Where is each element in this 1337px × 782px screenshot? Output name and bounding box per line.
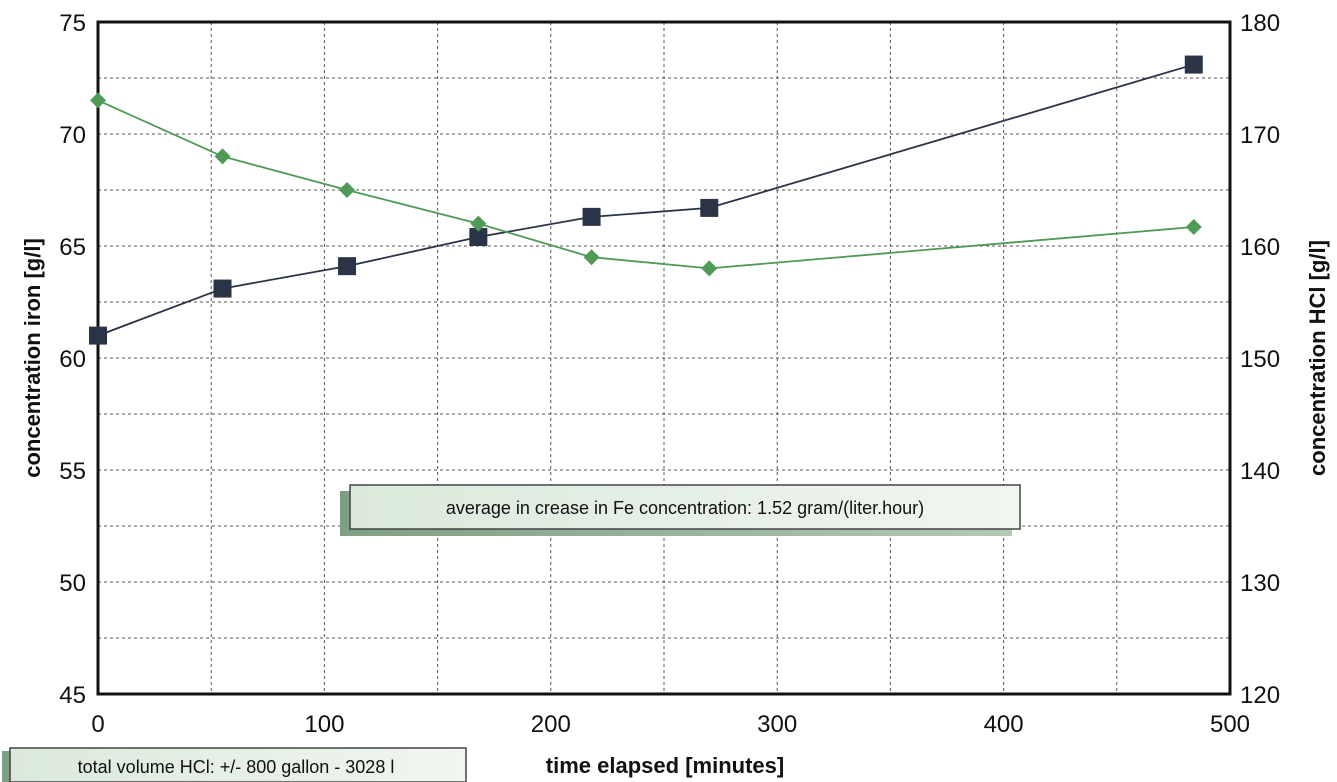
- x-tick-label: 300: [757, 711, 797, 738]
- annotation-total-volume: total volume HCl: +/- 800 gallon - 3028 …: [2, 747, 467, 782]
- y-left-axis-ticks: 45 50 55 60 65 70 75: [59, 10, 86, 709]
- annotation-total-volume-text: total volume HCl: +/- 800 gallon - 3028 …: [78, 757, 395, 777]
- y-right-axis-ticks: 120 130 140 150 160 170 180: [1240, 10, 1280, 709]
- y-left-tick-label: 70: [59, 122, 86, 149]
- annotation-fe-rate-text: average in crease in Fe concentration: 1…: [446, 498, 924, 518]
- y-right-tick-label: 160: [1240, 234, 1280, 261]
- y-right-tick-label: 140: [1240, 458, 1280, 485]
- annotation-total-volume-box: [9, 747, 467, 782]
- hcl-series-line: [97, 99, 1194, 270]
- x-tick-label: 400: [984, 711, 1024, 738]
- iron-series-line: [97, 63, 1195, 337]
- y-right-axis-title: concentration HCl [g/l]: [1305, 240, 1330, 476]
- annotation-fe-rate: average in crease in Fe concentration: 1…: [340, 484, 1021, 536]
- y-right-tick-label: 170: [1240, 122, 1280, 149]
- y-left-tick-label: 75: [59, 10, 86, 37]
- hcl-data-point: [470, 215, 487, 232]
- hcl-data-point: [214, 148, 231, 165]
- y-right-tick-label: 150: [1240, 346, 1280, 373]
- hcl-data-point: [701, 260, 718, 277]
- hcl-data-point: [1185, 218, 1202, 235]
- hcl-data-point: [339, 182, 356, 198]
- y-left-tick-label: 60: [59, 346, 86, 373]
- annotation-fe-rate-box: [349, 484, 1021, 530]
- y-right-tick-label: 120: [1240, 682, 1280, 709]
- y-left-tick-label: 50: [59, 570, 86, 597]
- y-right-tick-label: 180: [1240, 10, 1280, 37]
- y-left-tick-label: 55: [59, 458, 86, 485]
- y-left-tick-label: 45: [59, 682, 86, 709]
- iron-data-point: [582, 207, 601, 226]
- x-tick-label: 100: [304, 711, 344, 738]
- series-layer: [89, 55, 1203, 345]
- grid-lines: [98, 22, 1230, 694]
- iron-data-point: [213, 279, 232, 298]
- x-tick-label: 200: [531, 711, 571, 738]
- x-axis-title: time elapsed [minutes]: [546, 753, 784, 778]
- iron-data-point: [700, 198, 719, 217]
- x-tick-label: 0: [91, 711, 104, 738]
- iron-data-point: [338, 257, 357, 276]
- y-left-axis-title: concentration iron [g/l]: [20, 238, 45, 478]
- iron-data-point: [469, 228, 488, 247]
- iron-data-point: [89, 326, 107, 345]
- iron-data-point: [1184, 55, 1203, 74]
- plot-frame: [96, 20, 1232, 696]
- x-axis-ticks: 0 100 200 300 400 500: [91, 711, 1250, 738]
- y-right-tick-label: 130: [1240, 570, 1280, 597]
- x-tick-label: 500: [1210, 711, 1250, 738]
- hcl-data-point: [90, 92, 106, 109]
- y-left-tick-label: 65: [59, 234, 86, 261]
- hcl-data-point: [583, 249, 600, 266]
